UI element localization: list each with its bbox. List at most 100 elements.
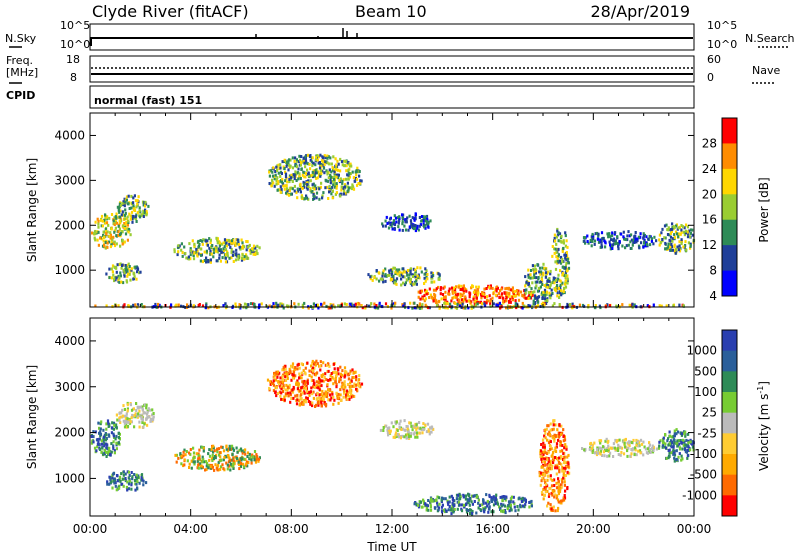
range-gate-cell [528,284,531,288]
range-gate-cell [429,219,432,223]
range-gate-cell [431,426,434,430]
range-gate-cell [540,490,544,494]
range-gate-cell [559,279,562,283]
range-gate-cell [495,286,498,290]
range-gate-cell [509,300,512,304]
range-gate-cell [672,448,675,452]
range-gate-cell [564,276,567,280]
range-gate-cell [561,467,564,471]
range-gate-cell [98,437,101,441]
range-gate-cell [343,383,346,387]
range-gate-cell [688,235,691,239]
range-gate-cell [302,183,305,187]
range-gate-cell [452,499,455,502]
range-gate-cell [115,426,118,430]
range-gate-cell [127,476,130,480]
range-gate-cell [531,264,534,268]
range-gate-cell [378,271,381,275]
range-gate-cell [616,439,619,443]
range-gate-cell [126,480,129,484]
range-gate-cell [556,227,559,231]
range-gate-cell [407,432,410,436]
colorbar-tick-label: 24 [702,162,717,176]
range-gate-cell [548,293,551,297]
range-gate-cell [132,407,135,411]
range-gate-cell [380,304,383,308]
range-gate-cell [650,237,653,241]
range-gate-cell [409,269,412,273]
range-gate-cell [254,253,257,256]
range-gate-cell [630,452,633,456]
range-gate-cell [296,171,300,175]
range-gate-cell [182,464,185,468]
range-gate-cell [310,190,313,194]
range-gate-cell [311,361,314,365]
range-gate-cell [142,483,145,487]
range-gate-cell [335,391,338,395]
range-gate-cell [674,230,678,234]
range-gate-cell [516,289,519,292]
range-gate-cell [134,217,138,221]
range-gate-cell [228,444,231,448]
range-gate-cell [686,448,689,452]
range-gate-cell [269,169,272,173]
range-gate-cell [297,382,300,386]
range-gate-cell [342,186,345,190]
range-gate-cell [410,222,413,225]
range-gate-cell [543,493,546,497]
range-gate-cell [312,306,315,310]
range-gate-cell [211,459,214,462]
range-gate-cell [245,306,248,310]
range-gate-cell [415,306,418,310]
range-gate-cell [680,224,683,227]
range-gate-cell [225,244,229,248]
range-gate-cell [486,295,489,299]
range-gate-cell [628,303,631,307]
range-gate-cell [106,245,109,249]
range-gate-cell [284,378,288,382]
range-gate-cell [549,422,552,426]
range-gate-cell [281,160,284,164]
range-gate-cell [423,219,426,223]
range-gate-cell [115,447,118,451]
range-gate-cell [664,442,667,446]
range-gate-cell [563,458,566,462]
range-gate-cell [582,236,586,240]
range-gate-cell [301,173,304,177]
range-gate-cell [280,384,283,388]
range-gate-cell [555,486,559,490]
range-gate-cell [170,303,173,307]
range-gate-cell [544,463,547,467]
range-gate-cell [562,469,565,473]
range-gate-cell [543,284,546,287]
range-gate-cell [292,396,295,400]
range-gate-cell [218,256,221,260]
range-gate-cell [96,238,99,242]
range-gate-cell [183,245,186,249]
range-gate-cell [327,378,330,382]
range-gate-cell [228,256,231,260]
range-gate-cell [618,438,621,442]
range-gate-cell [635,453,638,457]
range-gate-cell [553,236,556,240]
range-gate-cell [470,306,473,310]
colorbar-tick-label: 12 [702,238,717,252]
range-gate-cell [461,288,464,292]
range-gate-cell [414,229,417,233]
range-gate-cell [92,430,95,434]
range-gate-cell [684,430,687,434]
range-gate-cell [197,239,200,243]
range-gate-cell [97,225,100,229]
range-gate-cell [297,388,300,392]
range-gate-cell [113,223,116,226]
range-gate-cell [306,397,309,400]
range-gate-cell [125,279,128,283]
range-gate-cell [661,227,664,231]
range-gate-cell [424,424,427,428]
range-gate-cell [241,241,244,245]
range-gate-cell [590,244,593,248]
range-gate-cell [395,268,398,272]
range-gate-cell [680,228,683,232]
range-gate-cell [539,285,542,289]
